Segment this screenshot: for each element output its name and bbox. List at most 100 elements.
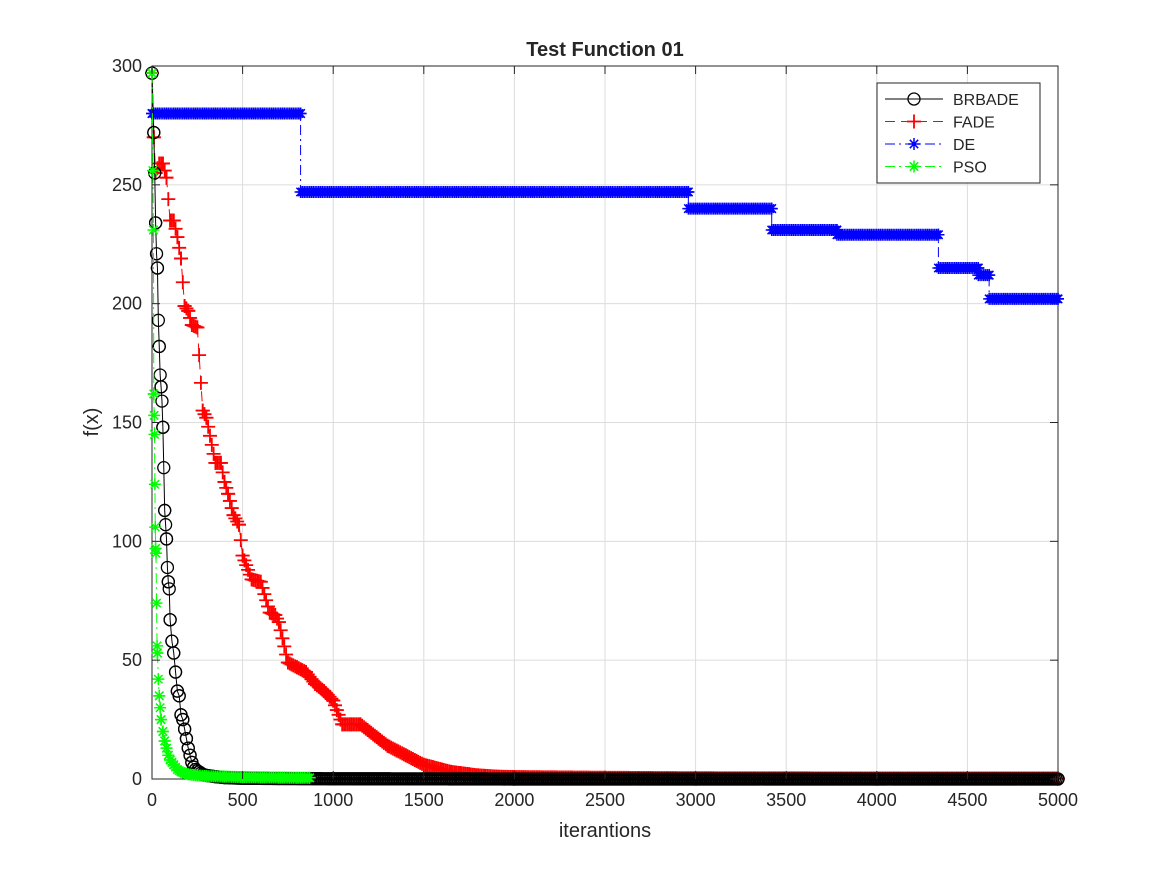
data-point [259,593,274,608]
data-point [177,722,192,736]
data-point [273,623,288,638]
data-point [168,221,183,236]
data-point [157,461,171,475]
x-tick-label: 2500 [585,790,625,810]
data-point [148,166,162,180]
data-point [253,574,268,589]
data-point [147,223,160,236]
data-point [230,514,245,529]
y-tick-label: 150 [112,413,142,433]
data-point [146,164,159,177]
x-axis-label: iterantions [559,820,651,842]
y-tick-label: 300 [112,56,142,76]
y-tick-label: 250 [112,175,142,195]
data-point [255,580,270,595]
data-point [190,320,205,335]
data-point [149,247,164,261]
data-point [148,478,161,491]
x-tick-label: 500 [228,790,258,810]
data-point [213,455,228,470]
data-point [324,691,339,706]
data-point [168,665,183,679]
x-tick-label: 4000 [857,790,897,810]
x-tick-label: 3000 [676,790,716,810]
data-point [160,742,173,755]
data-point [173,251,188,266]
data-point [279,647,294,662]
y-tick-label: 0 [132,769,142,789]
data-point [147,125,161,140]
plot-area [145,66,1065,786]
data-point [972,262,985,275]
data-point [158,518,173,532]
data-point [217,474,232,489]
data-point [162,582,176,596]
data-point [160,560,175,575]
legend-label-fade: FADE [953,115,995,132]
data-point [221,486,236,501]
data-point [170,230,185,245]
data-point [202,428,217,443]
data-point [166,213,181,228]
data-point [154,701,167,714]
data-point [156,420,170,434]
data-point [150,597,163,610]
data-point [175,275,190,290]
data-point [222,493,237,508]
x-tick-label: 5000 [1038,790,1078,810]
data-point [151,639,164,652]
legend-box [876,82,1041,184]
data-point [224,501,239,516]
data-point [830,223,843,236]
data-point [153,689,166,702]
data-point [193,375,208,390]
data-point [199,410,214,425]
data-point [226,508,241,523]
data-point [765,202,778,215]
data-point [156,725,169,738]
data-point [158,734,171,747]
data-point [176,712,190,727]
data-point [303,771,316,784]
data-point [183,748,197,762]
data-point [179,301,194,316]
series-pso [146,67,316,784]
data-point [158,503,172,518]
data-point [257,587,272,602]
data-point [181,741,195,755]
data-point [149,542,162,555]
data-point [183,310,198,325]
legend-marker-brbade [907,92,921,106]
data-point [172,240,187,255]
data-point [162,749,175,762]
data-point [275,631,290,646]
x-tick-label: 1500 [404,790,444,810]
series-de [146,107,1064,305]
data-point [155,394,169,408]
data-point [932,228,945,241]
x-tick-label: 0 [147,790,157,810]
x-tick-label: 2000 [494,790,534,810]
data-point [219,480,234,495]
y-tick-label: 50 [122,650,142,670]
data-point [148,428,161,441]
data-point [150,261,165,275]
y-tick-label: 100 [112,531,142,551]
series-brbade [145,66,1065,786]
x-tick-label: 1000 [313,790,353,810]
data-point [147,387,160,400]
data-point [294,107,307,120]
data-point [192,348,207,363]
legend-marker-pso [908,160,920,173]
data-point [197,407,212,422]
data-point [215,465,230,480]
data-point [195,403,210,418]
x-tick-label: 4500 [947,790,987,810]
data-point [228,511,243,526]
data-point [154,380,168,394]
series-line [151,73,310,779]
legend-label-brbade: BRBADE [953,92,1019,109]
data-point [271,615,286,630]
legend-label-de: DE [953,137,975,154]
